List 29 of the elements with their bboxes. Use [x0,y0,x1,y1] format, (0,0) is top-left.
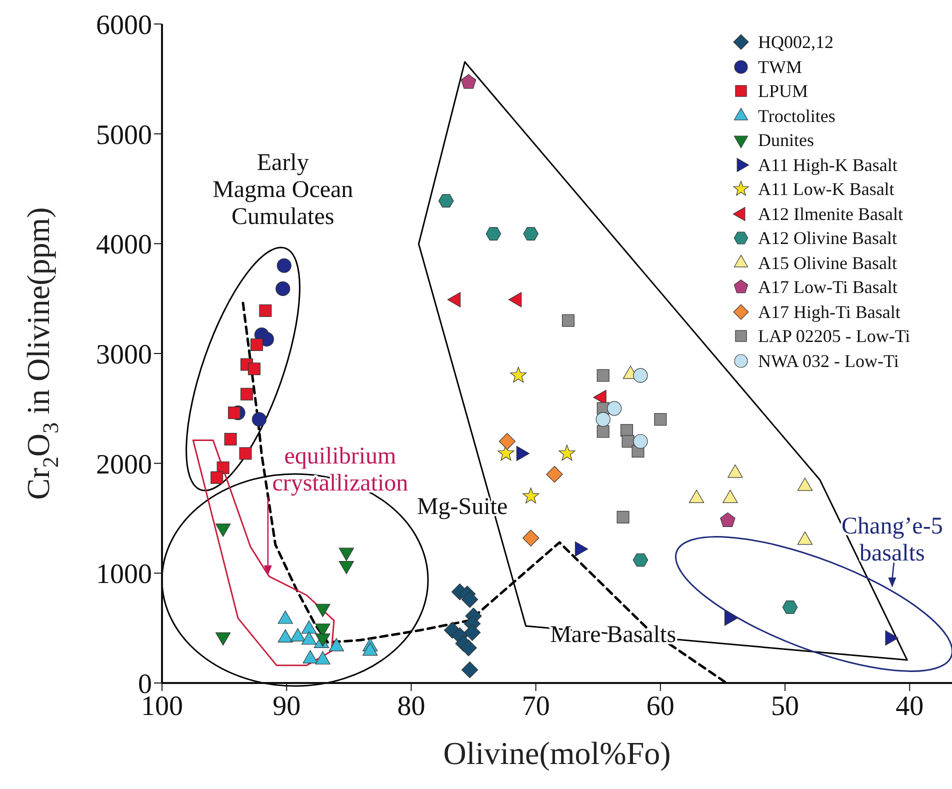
annotation: Early Magma Ocean Cumulates [212,150,354,230]
annotation: Chang’e-5 basalts [842,513,943,566]
legend-label: A17 High-Ti Basalt [758,300,900,324]
y-tick-label: 5000 [96,120,152,151]
x-axis-title: Olivine(mol%Fo) [443,735,671,771]
legend-label: A11 High-K Basalt [758,154,898,177]
y-tick-label: 1000 [96,559,152,590]
x-tick-label: 40 [896,690,924,722]
legend-label: NWA 032 - Low-Ti [758,350,899,372]
legend-label: Dunites [758,129,814,152]
legend-label: LPUM [758,80,808,103]
x-tick-label: 90 [272,690,301,722]
x-tick-label: 50 [771,690,800,722]
legend-label: Troctolites [758,104,836,128]
legend-label: A12 Olivine Basalt [758,227,897,250]
y-tick-label: 2000 [96,449,152,480]
legend-label: LAP 02205 - Low-Ti [758,325,910,348]
legend-label: HQ002,12 [758,31,834,54]
legend-label: A15 Olivine Basalt [758,252,897,274]
x-tick-label: 60 [646,690,674,722]
x-tick-label: 80 [397,690,426,722]
legend-label: A11 Low-K Basalt [758,178,894,201]
y-tick-label: 3000 [96,339,152,370]
legend-label: A17 Low-Ti Basalt [758,276,898,299]
legend-label: A12 Ilmenite Basalt [758,202,903,226]
legend-label: TWM [758,56,802,78]
y-tick-label: 6000 [96,10,152,41]
x-tick-label: 70 [522,690,550,722]
y-tick-label: 4000 [96,230,152,261]
